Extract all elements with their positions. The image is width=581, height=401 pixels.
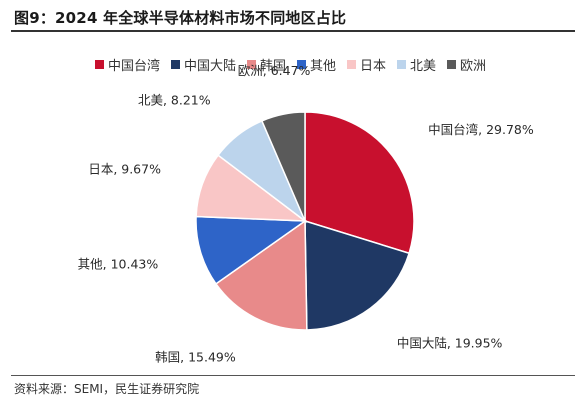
legend-label: 欧洲: [460, 59, 487, 74]
slice-data-label: 中国台湾, 29.78%: [428, 122, 534, 137]
legend-label: 中国大陆: [183, 59, 236, 74]
legend-swatch: [447, 60, 457, 69]
slice-data-label: 其他, 10.43%: [78, 256, 159, 271]
pie-slice: [304, 111, 415, 255]
legend-label: 日本: [360, 59, 387, 74]
legend-swatch: [347, 60, 356, 69]
pie-slice: [304, 219, 411, 331]
slice-data-label: 中国大陆, 19.95%: [397, 335, 503, 350]
legend-swatch: [296, 60, 306, 69]
legend-label: 中国台湾: [107, 59, 160, 74]
pie-slice: [195, 215, 308, 285]
chart-title: 图9：2024 年全球半导体材料市场不同地区占比: [14, 9, 347, 27]
legend-label: 韩国: [259, 59, 286, 74]
legend-item: 中国台湾: [94, 55, 160, 74]
title-underline: [11, 30, 575, 32]
legend-label: 北美: [410, 59, 437, 74]
slice-data-label: 欧洲, 6.47%: [238, 63, 311, 78]
legend-swatch: [170, 60, 180, 69]
legend-item: 欧洲: [447, 55, 486, 74]
source-note: 资料来源：SEMI，民生证券研究院: [14, 382, 200, 396]
legend-item: 中国大陆: [170, 55, 236, 74]
slice-data-label: 韩国, 15.49%: [155, 349, 236, 364]
legend-item: 北美: [397, 55, 436, 74]
legend-item: 韩国: [246, 55, 286, 74]
legend-swatch: [397, 60, 407, 69]
source-divider: [11, 375, 575, 376]
legend-swatch: [246, 60, 256, 69]
legend-label: 其他: [309, 59, 336, 74]
legend-item: 其他: [296, 55, 336, 74]
chart-legend: 中国台湾 中国大陆 韩国 其他 日本 北美 欧洲: [0, 55, 581, 74]
legend-item: 日本: [347, 55, 386, 74]
slice-data-label: 日本, 9.67%: [88, 161, 161, 176]
slice-data-label: 北美, 8.21%: [138, 93, 211, 108]
legend-swatch: [94, 60, 104, 69]
pie-slice: [214, 219, 308, 331]
pie-slice: [260, 111, 306, 222]
